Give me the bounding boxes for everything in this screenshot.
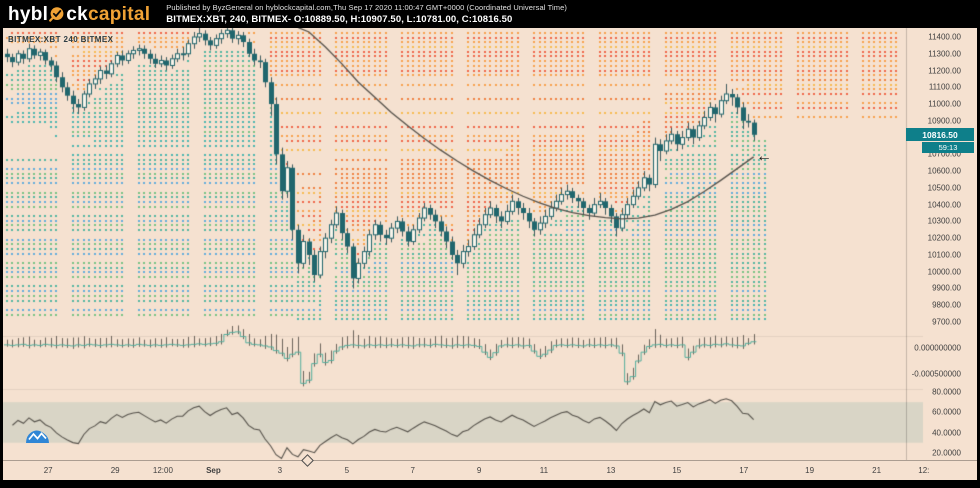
- time-tick-label: 17: [739, 466, 749, 475]
- axis-tick-label: 9800.00: [932, 300, 961, 310]
- axis-tick-label: 9700.00: [932, 317, 961, 327]
- logo-text-ck: ck: [66, 3, 88, 25]
- time-tick-label: 21: [872, 466, 882, 475]
- axis-tick-label: 10200.00: [927, 233, 961, 243]
- axis-tick-label: 10000.00: [927, 267, 961, 277]
- last-price-badge[interactable]: 10816.50: [906, 128, 974, 141]
- time-tick-label: 29: [110, 466, 120, 475]
- logo-text-hybl: hybl: [8, 3, 49, 25]
- axis-tick-label: 9900.00: [932, 283, 961, 293]
- axis-tick-label: 11300.00: [928, 49, 961, 59]
- time-tick-label: 19: [805, 466, 815, 475]
- time-tick-label: 11: [539, 466, 549, 475]
- time-tick-label: 15: [672, 466, 682, 475]
- axis-tick-label: 20.0000: [932, 448, 961, 458]
- logo-text-capital: capital: [88, 3, 151, 25]
- time-tick-label: 3: [277, 466, 283, 475]
- axis-tick-label: 11200.00: [928, 66, 961, 76]
- time-tick-label: 9: [476, 466, 482, 475]
- time-tick-label: 5: [344, 466, 350, 475]
- indicator-signal-icon: [26, 430, 49, 443]
- axis-tick-label: 80.0000: [932, 387, 961, 397]
- axis-tick-label: 10500.00: [927, 183, 961, 193]
- time-tick-label: 27: [43, 466, 53, 475]
- axis-tick-label: 0.000000000: [914, 343, 961, 353]
- left-arrow-marker[interactable]: ←: [756, 148, 772, 165]
- time-tick-label: 12:00: [152, 466, 173, 475]
- axis-tick-label: 10600.00: [927, 166, 961, 176]
- axis-tick-label: 10100.00: [927, 250, 961, 260]
- time-axis[interactable]: 27 29 12:00 Sep 3 5 7 9 11 13 15 17 19 21 12:: [3, 454, 977, 481]
- header-meta: Published by ByzGeneral on hyblockcapita…: [166, 3, 567, 25]
- symbol-ohlc-line: BITMEX:XBT, 240, BITMEX- O:10889.50, H:1…: [166, 14, 513, 25]
- price-axis[interactable]: 11400.00 11300.00 11200.00 11100.00 11000.00…: [3, 28, 977, 460]
- header-bar: hybl ck capital Published by ByzGeneral …: [0, 0, 980, 28]
- logo-icon: [49, 7, 64, 22]
- published-line: Published by ByzGeneral on hyblockcapita…: [166, 3, 567, 12]
- time-tick-label: 12:: [918, 466, 930, 475]
- brand-logo[interactable]: hybl ck capital: [8, 5, 150, 24]
- axis-tick-label: 10900.00: [927, 116, 961, 126]
- axis-tick-label: 10700.00: [927, 149, 961, 159]
- axis-tick-label: 10400.00: [927, 200, 961, 210]
- time-tick-label: Sep: [206, 466, 221, 475]
- axis-tick-label: 11400.00: [928, 32, 961, 42]
- axis-tick-label: 40.0000: [932, 428, 961, 438]
- time-tick-label: 7: [410, 466, 415, 475]
- axis-tick-label: 10300.00: [927, 216, 961, 226]
- chart-area: BITMEX:XBT 240 BITMEX ← 11400.00 11300.00…: [3, 28, 977, 480]
- time-tick-label: 13: [606, 466, 616, 475]
- axis-tick-label: 60.0000: [932, 407, 961, 417]
- symbol-watermark: BITMEX:XBT 240 BITMEX: [8, 35, 114, 44]
- axis-tick-label: 11000.00: [928, 99, 961, 109]
- axis-tick-label: 11100.00: [928, 82, 961, 92]
- countdown-badge[interactable]: 59:13: [922, 142, 974, 153]
- price-chart-canvas[interactable]: [3, 28, 977, 460]
- axis-tick-label: -0.000500000: [911, 369, 961, 379]
